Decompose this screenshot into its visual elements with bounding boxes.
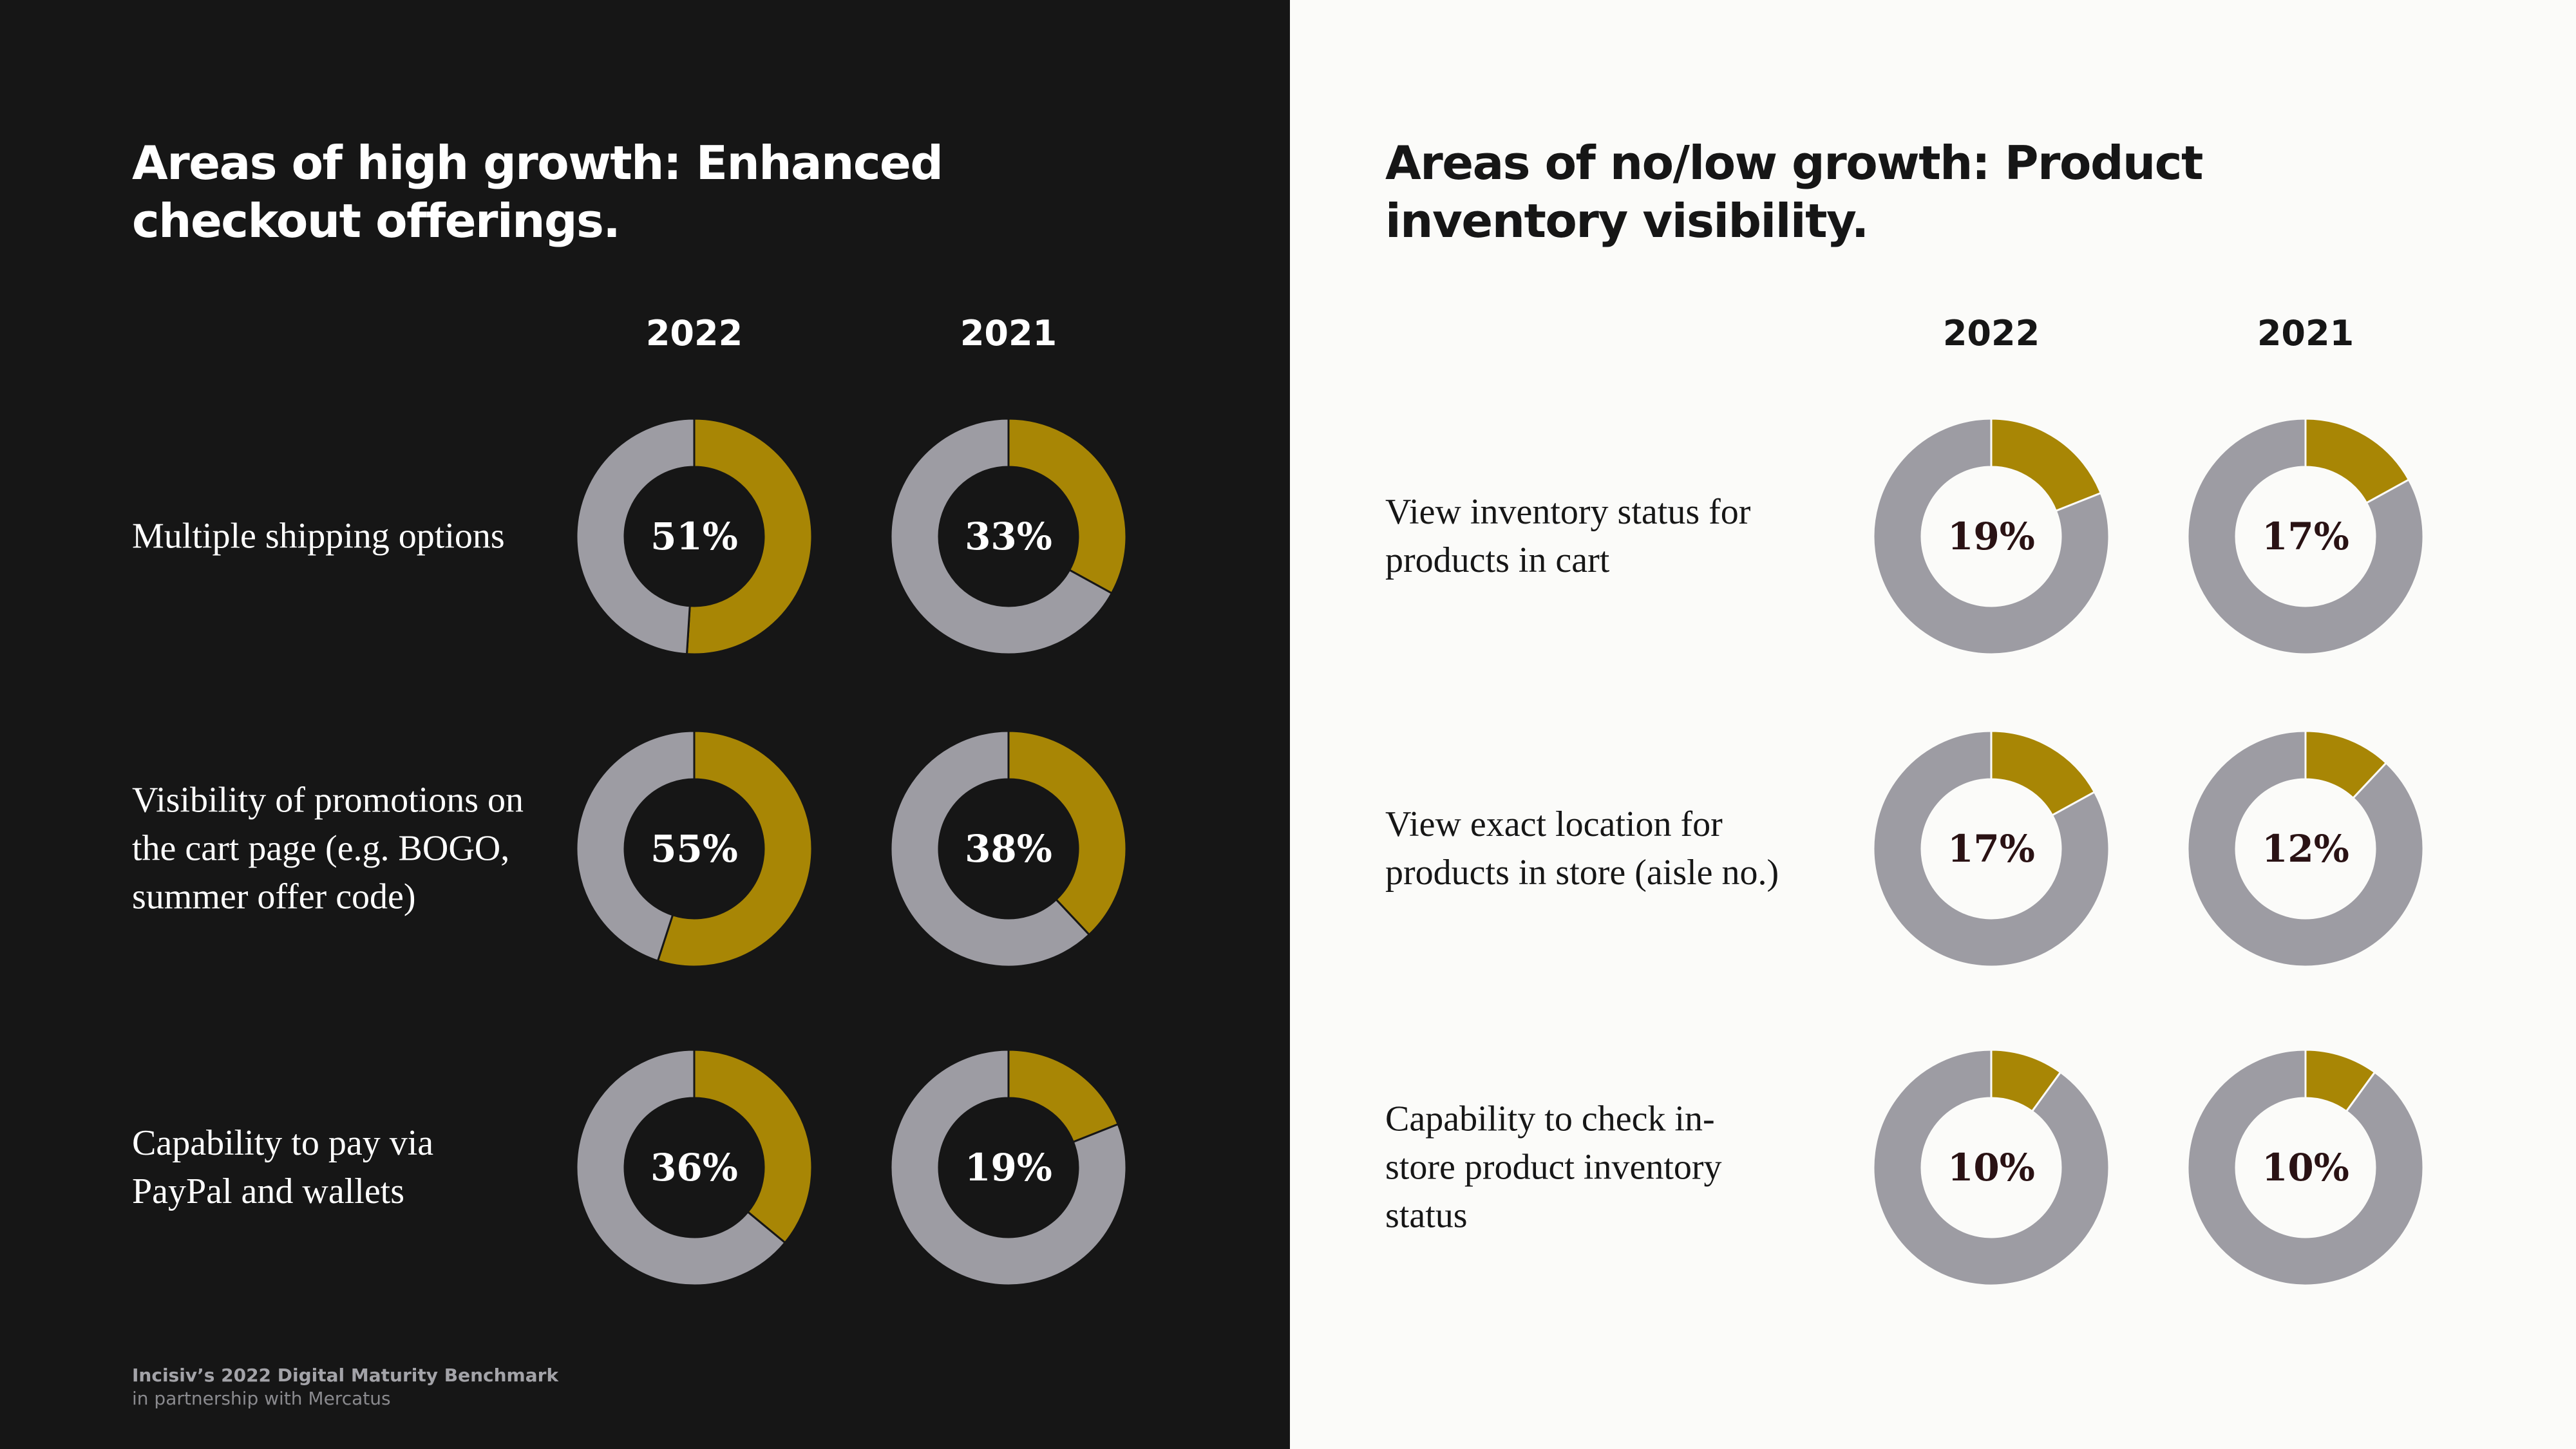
donut-value-label: 17% bbox=[2262, 515, 2349, 558]
panel-title: Areas of high growth: Enhanced checkout … bbox=[132, 136, 943, 248]
year-header-2022: 2022 bbox=[1942, 313, 2040, 354]
panel-title: Areas of no/low growth: Product inventor… bbox=[1385, 136, 2203, 248]
donut-ring bbox=[889, 730, 1128, 968]
donut-value-label: 12% bbox=[2262, 827, 2349, 871]
metric-label: Capability to check in-store product inv… bbox=[1385, 1099, 1722, 1236]
footer-credit: Incisiv’s 2022 Digital Maturity Benchmar… bbox=[132, 1364, 558, 1410]
donut-chart: 19% bbox=[889, 1048, 1128, 1287]
donut-chart: 17% bbox=[1872, 730, 2110, 968]
right-panel: Areas of no/low growth: Product inventor… bbox=[1290, 0, 2576, 1449]
donut-ring bbox=[575, 417, 813, 656]
year-header-2022: 2022 bbox=[645, 313, 743, 354]
donut-value-label: 38% bbox=[965, 827, 1052, 871]
donut-remainder-segment bbox=[1872, 730, 2110, 968]
donut-ring bbox=[1872, 1048, 2110, 1287]
donut-value-segment bbox=[1007, 1048, 1119, 1143]
metric-label: Multiple shipping options bbox=[132, 516, 505, 556]
metric-label: Capability to pay via PayPal and wallets bbox=[132, 1123, 434, 1211]
donut-chart: 12% bbox=[2186, 730, 2425, 968]
donut-remainder-segment bbox=[889, 417, 1113, 656]
left-panel: Areas of high growth: Enhanced checkout … bbox=[0, 0, 1290, 1449]
donut-value-segment bbox=[1007, 730, 1128, 936]
donut-chart: 19% bbox=[1872, 417, 2110, 656]
donut-ring bbox=[2186, 730, 2425, 968]
donut-remainder-segment bbox=[889, 730, 1090, 968]
metric-row: Multiple shipping options 51% 33% bbox=[0, 408, 1290, 665]
donut-remainder-segment bbox=[1872, 1048, 2110, 1287]
donut-value-label: 10% bbox=[1947, 1146, 2035, 1189]
donut-chart: 17% bbox=[2186, 417, 2425, 656]
footer-subtitle: in partnership with Mercatus bbox=[132, 1388, 391, 1409]
metric-row: Visibility of promotions on the cart pag… bbox=[0, 720, 1290, 978]
metric-label: View exact location for products in stor… bbox=[1385, 804, 1779, 893]
metric-label: View inventory status for products in ca… bbox=[1385, 492, 1751, 580]
donut-remainder-segment bbox=[575, 730, 696, 962]
donut-value-label: 55% bbox=[650, 827, 738, 871]
donut-remainder-segment bbox=[575, 1048, 786, 1287]
year-header-2021: 2021 bbox=[2257, 313, 2354, 354]
metric-row: Capability to pay via PayPal and wallets… bbox=[0, 1039, 1290, 1296]
donut-value-segment bbox=[1007, 417, 1128, 594]
donut-chart: 55% bbox=[575, 730, 813, 968]
metric-row: View exact location for products in stor… bbox=[1290, 720, 2576, 978]
donut-value-label: 17% bbox=[1947, 827, 2035, 871]
donut-chart: 38% bbox=[889, 730, 1128, 968]
donut-remainder-segment bbox=[2186, 1048, 2425, 1287]
metric-row: Capability to check in-store product inv… bbox=[1290, 1039, 2576, 1296]
donut-value-label: 36% bbox=[650, 1146, 738, 1189]
donut-value-segment bbox=[656, 730, 813, 968]
donut-chart: 51% bbox=[575, 417, 813, 656]
donut-remainder-segment bbox=[575, 417, 696, 656]
metric-label: Visibility of promotions on the cart pag… bbox=[132, 780, 524, 917]
metric-row: View inventory status for products in ca… bbox=[1290, 408, 2576, 665]
donut-remainder-segment bbox=[2186, 730, 2425, 968]
year-header-2021: 2021 bbox=[960, 313, 1057, 354]
donut-remainder-segment bbox=[1872, 417, 2110, 656]
donut-value-segment bbox=[1990, 417, 2102, 512]
donut-chart: 10% bbox=[1872, 1048, 2110, 1287]
donut-chart: 36% bbox=[575, 1048, 813, 1287]
donut-ring bbox=[575, 1048, 813, 1287]
donut-ring bbox=[2186, 417, 2425, 656]
donut-ring bbox=[2186, 1048, 2425, 1287]
donut-value-label: 19% bbox=[1947, 515, 2035, 558]
donut-value-label: 19% bbox=[965, 1146, 1052, 1189]
footer-title: Incisiv’s 2022 Digital Maturity Benchmar… bbox=[132, 1365, 559, 1386]
donut-chart: 10% bbox=[2186, 1048, 2425, 1287]
donut-value-label: 33% bbox=[965, 515, 1052, 558]
donut-ring bbox=[1872, 417, 2110, 656]
donut-ring bbox=[889, 1048, 1128, 1287]
donut-remainder-segment bbox=[889, 1048, 1128, 1287]
donut-value-segment bbox=[693, 1048, 813, 1244]
donut-chart: 33% bbox=[889, 417, 1128, 656]
donut-value-segment bbox=[686, 417, 813, 656]
donut-ring bbox=[575, 730, 813, 968]
donut-ring bbox=[1872, 730, 2110, 968]
donut-ring bbox=[889, 417, 1128, 656]
donut-remainder-segment bbox=[2186, 417, 2425, 656]
donut-value-label: 51% bbox=[650, 515, 738, 558]
donut-value-label: 10% bbox=[2262, 1146, 2349, 1189]
